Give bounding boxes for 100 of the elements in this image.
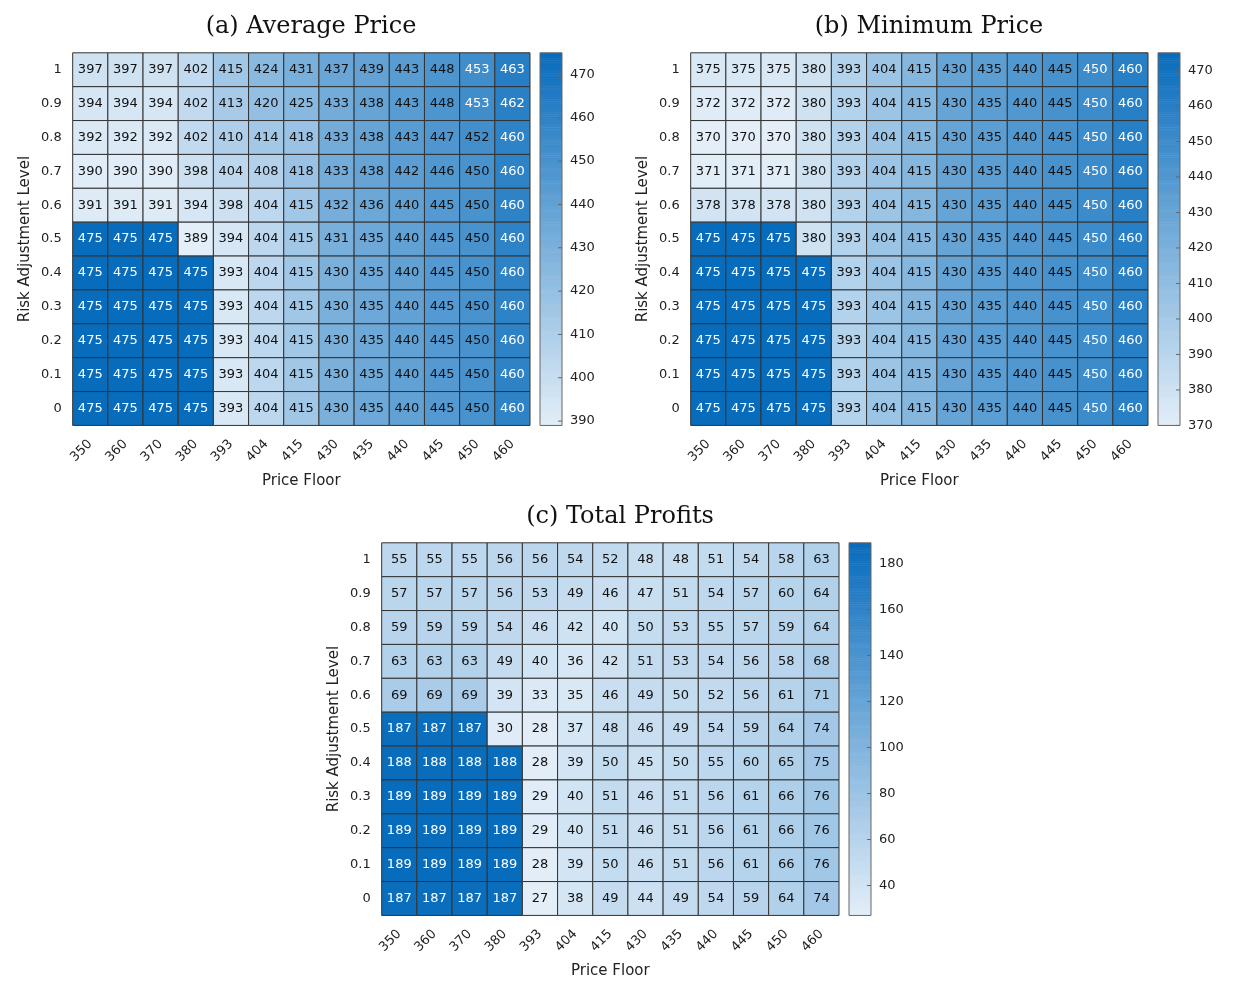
data-label: 52 <box>602 551 619 567</box>
x-tick-label: 370 <box>754 435 784 464</box>
data-label: 56 <box>531 551 549 567</box>
data-label: 415 <box>906 162 932 178</box>
data-label: 463 <box>500 61 525 77</box>
data-label: 54 <box>707 889 725 905</box>
data-label: 404 <box>871 196 897 212</box>
data-label: 393 <box>218 399 244 415</box>
data-label: 394 <box>218 230 244 246</box>
data-label: 187 <box>457 889 483 905</box>
x-tick-label: 370 <box>445 925 475 954</box>
data-label: 415 <box>906 332 932 348</box>
data-label: 415 <box>906 196 932 212</box>
y-tick-label: 0.3 <box>658 298 680 314</box>
color-bar-label: 420 <box>1188 239 1213 255</box>
data-label: 187 <box>422 889 447 905</box>
data-label: 431 <box>288 61 314 77</box>
data-label: 378 <box>695 196 721 212</box>
data-label: 63 <box>461 652 478 668</box>
data-label: 189 <box>457 822 483 838</box>
data-label: 415 <box>906 61 932 77</box>
x-tick-label: 430 <box>312 435 342 464</box>
x-tick-label: 415 <box>586 925 615 954</box>
x-tick-label: 415 <box>895 435 924 464</box>
x-tick-label: 380 <box>481 925 510 954</box>
data-label: 404 <box>871 298 897 314</box>
data-label: 188 <box>386 754 412 770</box>
color-bar-label: 120 <box>879 692 904 708</box>
data-label: 68 <box>813 652 830 668</box>
data-label: 59 <box>390 618 408 634</box>
x-tick-label: 440 <box>692 925 721 954</box>
data-label: 46 <box>637 720 654 736</box>
x-tick-label: 450 <box>453 435 482 464</box>
data-label: 54 <box>742 551 760 567</box>
data-label: 475 <box>148 264 174 280</box>
data-label: 475 <box>148 332 174 348</box>
data-label: 378 <box>766 196 792 212</box>
data-label: 64 <box>813 618 830 634</box>
data-label: 415 <box>288 298 314 314</box>
data-label: 390 <box>77 162 103 178</box>
data-label: 435 <box>359 399 385 415</box>
data-label: 189 <box>422 855 447 871</box>
data-label: 50 <box>637 618 654 634</box>
data-label: 435 <box>359 365 385 381</box>
data-label: 475 <box>801 365 827 381</box>
data-label: 435 <box>359 264 385 280</box>
data-label: 61 <box>742 822 760 838</box>
data-label: 380 <box>801 128 827 144</box>
data-label: 450 <box>464 399 490 415</box>
color-bar-label: 390 <box>570 412 595 428</box>
y-tick-label: 0.5 <box>40 230 62 246</box>
data-label: 475 <box>801 298 827 314</box>
data-label: 63 <box>390 652 408 668</box>
data-label: 61 <box>777 686 795 702</box>
data-label: 430 <box>942 264 967 280</box>
data-label: 392 <box>148 128 174 144</box>
color-bar-label: 400 <box>570 369 595 385</box>
data-label: 430 <box>324 298 349 314</box>
data-label: 440 <box>394 264 420 280</box>
data-label: 460 <box>500 196 525 212</box>
y-axis-title: Risk Adjustment Level <box>632 155 651 323</box>
data-label: 59 <box>742 720 760 736</box>
y-tick-label: 0.2 <box>658 332 680 348</box>
color-bar-label: 470 <box>1188 61 1213 77</box>
data-label: 60 <box>742 754 760 770</box>
data-label: 391 <box>148 196 174 212</box>
color-bar-label: 450 <box>570 152 595 168</box>
data-label: 54 <box>566 551 584 567</box>
data-label: 445 <box>1047 399 1073 415</box>
data-label: 435 <box>977 128 1003 144</box>
data-label: 393 <box>836 128 862 144</box>
data-label: 460 <box>500 128 525 144</box>
data-label: 445 <box>1047 298 1073 314</box>
data-label: 51 <box>672 584 689 600</box>
data-label: 435 <box>977 196 1003 212</box>
x-tick-label: 440 <box>383 435 412 464</box>
data-label: 475 <box>695 298 721 314</box>
data-label: 475 <box>77 332 103 348</box>
data-label: 404 <box>871 128 897 144</box>
color-bar-label: 440 <box>1188 168 1213 184</box>
data-label: 460 <box>500 264 525 280</box>
data-label: 475 <box>148 365 174 381</box>
data-label: 430 <box>942 94 967 110</box>
y-tick-label: 0.6 <box>349 686 371 702</box>
data-label: 460 <box>1118 128 1143 144</box>
data-label: 394 <box>113 94 138 110</box>
y-tick-label: 0.9 <box>349 584 371 600</box>
data-label: 44 <box>637 889 654 905</box>
data-label: 404 <box>871 264 897 280</box>
data-label: 430 <box>324 399 349 415</box>
data-label: 445 <box>429 332 455 348</box>
data-label: 435 <box>359 230 385 246</box>
data-label: 445 <box>1047 365 1073 381</box>
data-label: 189 <box>386 788 412 804</box>
y-tick-label: 0.1 <box>658 365 680 381</box>
data-label: 40 <box>566 788 584 804</box>
data-label: 404 <box>253 264 279 280</box>
data-label: 425 <box>288 94 314 110</box>
data-label: 415 <box>906 230 932 246</box>
data-label: 475 <box>183 365 209 381</box>
